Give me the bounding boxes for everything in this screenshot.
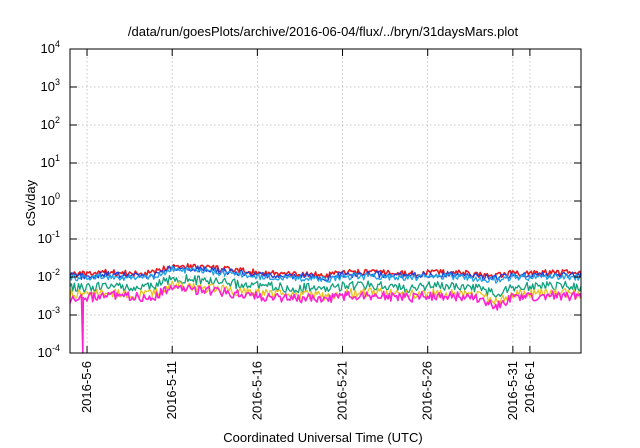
x-axis-label: Coordinated Universal Time (UTC) <box>223 430 422 445</box>
chart-title: /data/run/goesPlots/archive/2016-06-04/f… <box>128 24 519 39</box>
series-line-5 <box>69 280 582 305</box>
x-tick-label: 2016-5-16 <box>249 361 264 420</box>
y-axis-label: cSv/day <box>23 179 38 226</box>
y-axis: 10-4 10-3 10-2 10-1 100 101 102 103 104 <box>38 39 581 360</box>
y-tick-label: 10-1 <box>38 229 60 246</box>
y-tick-label: 10-3 <box>38 305 60 322</box>
x-tick-label: 2016-5-31 <box>505 361 520 420</box>
series-layer <box>69 263 582 354</box>
y-tick-label: 103 <box>41 77 60 94</box>
x-tick-label: 2016-6-1 <box>522 361 537 413</box>
y-tick-label: 10-2 <box>38 267 60 284</box>
x-tick-label: 2016-5-6 <box>79 361 94 413</box>
series-line-3 <box>69 265 582 284</box>
x-tick-label: 2016-5-21 <box>335 361 350 420</box>
x-axis: 2016-5-6 2016-5-11 2016-5-16 2016-5-21 2016-… <box>79 49 537 420</box>
x-tick-label: 2016-5-11 <box>164 361 179 419</box>
grid-lines <box>70 49 581 353</box>
y-tick-label: 101 <box>41 153 60 170</box>
y-tick-label: 102 <box>41 115 60 132</box>
series-line-6 <box>69 284 582 354</box>
x-tick-label: 2016-5-26 <box>420 361 435 420</box>
y-tick-label: 104 <box>41 39 60 56</box>
y-tick-label: 10-4 <box>38 343 60 360</box>
series-line-2 <box>69 265 582 282</box>
y-tick-label: 100 <box>41 191 60 208</box>
